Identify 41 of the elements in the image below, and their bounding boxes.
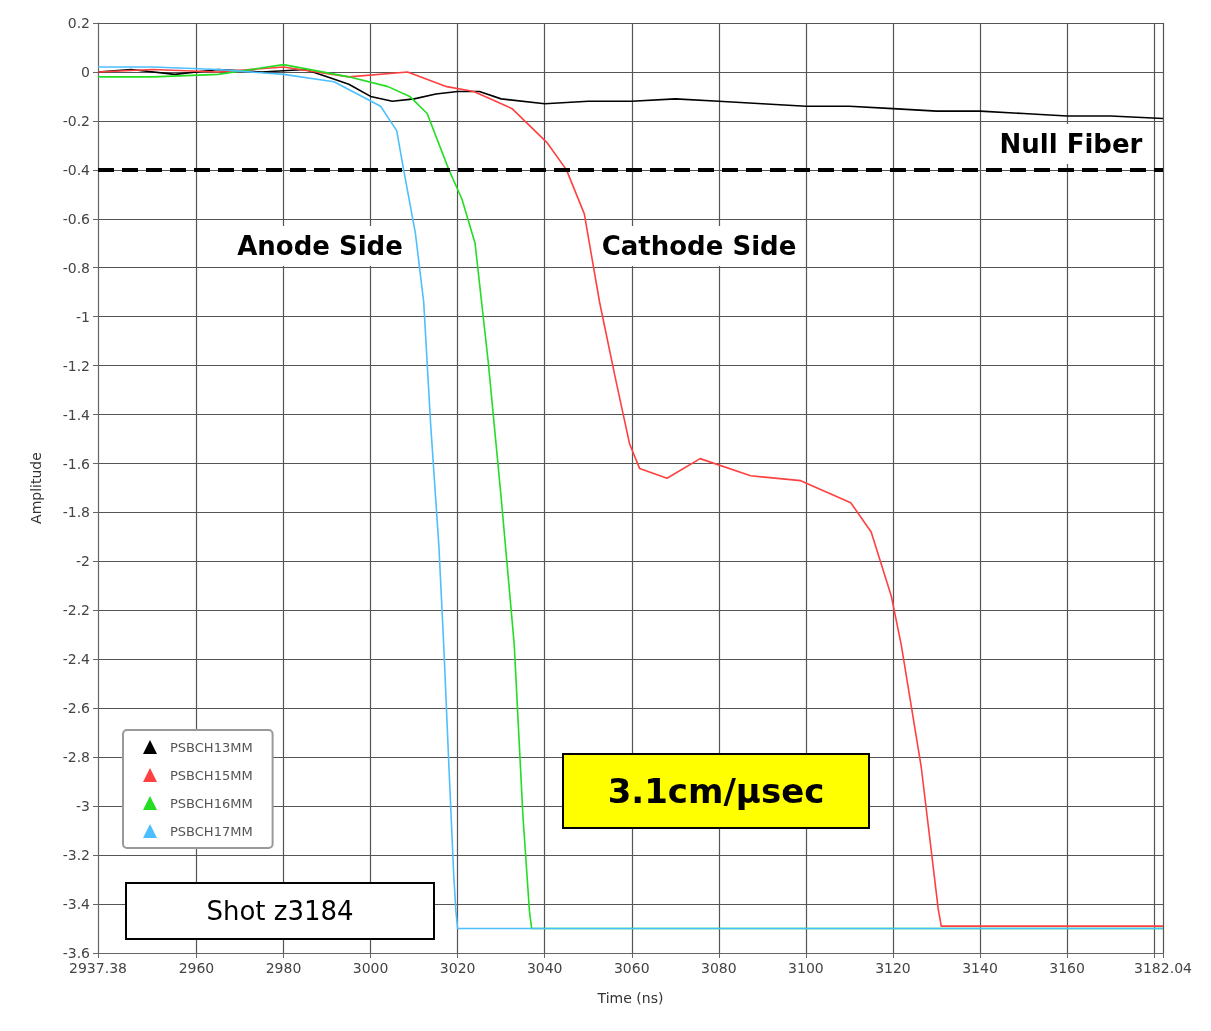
x-tick-label: 3060 bbox=[613, 960, 650, 976]
y-tick-label: -0.8 bbox=[62, 259, 90, 276]
y-tick-label: -2.2 bbox=[62, 602, 90, 619]
y-tick-label: 0 bbox=[81, 63, 90, 80]
x-tick-label: 3100 bbox=[788, 960, 824, 976]
text-box: Shot z3184 bbox=[125, 882, 435, 940]
y-tick-label: -3.4 bbox=[62, 896, 91, 913]
legend-label: PSBCH13MM bbox=[170, 739, 253, 755]
x-tick-label: 3182.04 bbox=[1134, 960, 1193, 976]
y-axis-title: Amplitude bbox=[28, 452, 44, 524]
y-tick-label: -3.6 bbox=[62, 945, 91, 961]
y-tick-label: -1 bbox=[76, 308, 90, 325]
x-axis-title: Time (ns) bbox=[596, 990, 664, 1006]
x-tick-label: 3000 bbox=[352, 960, 389, 976]
x-tick-label: 2937.38 bbox=[69, 960, 127, 976]
y-tick-label: -1.6 bbox=[62, 455, 91, 472]
legend-label: PSBCH17MM bbox=[170, 823, 253, 839]
x-tick-label: 3040 bbox=[526, 960, 563, 976]
y-tick-label: -1.4 bbox=[62, 406, 91, 423]
y-tick-label: -1.2 bbox=[62, 357, 90, 374]
y-tick-label: -0.2 bbox=[62, 112, 90, 129]
y-tick-label: -3.2 bbox=[62, 847, 90, 864]
x-tick-label: 3140 bbox=[962, 960, 998, 976]
y-tick-label: -2.8 bbox=[62, 749, 90, 766]
y-tick-label: -1.8 bbox=[62, 504, 90, 521]
x-tick-label: 3120 bbox=[875, 960, 911, 976]
x-tick-label: 2980 bbox=[265, 960, 302, 976]
y-tick-label: -2 bbox=[76, 553, 90, 570]
y-tick-label: -3 bbox=[76, 798, 90, 815]
x-tick-label: 3020 bbox=[439, 960, 476, 976]
y-tick-label: 0.2 bbox=[67, 15, 90, 31]
text-box: 3.1cm/µsec bbox=[562, 753, 870, 829]
y-tick-label: -2.4 bbox=[62, 651, 91, 668]
legend-label: PSBCH15MM bbox=[170, 767, 253, 783]
legend-label: PSBCH16MM bbox=[170, 795, 253, 811]
y-tick-label: -0.6 bbox=[62, 210, 91, 227]
x-tick-label: 2960 bbox=[178, 960, 215, 976]
x-tick-label: 3160 bbox=[1049, 960, 1085, 976]
x-tick-label: 3080 bbox=[701, 960, 737, 976]
y-tick-label: -2.6 bbox=[62, 700, 91, 717]
y-tick-label: -0.4 bbox=[62, 161, 91, 178]
